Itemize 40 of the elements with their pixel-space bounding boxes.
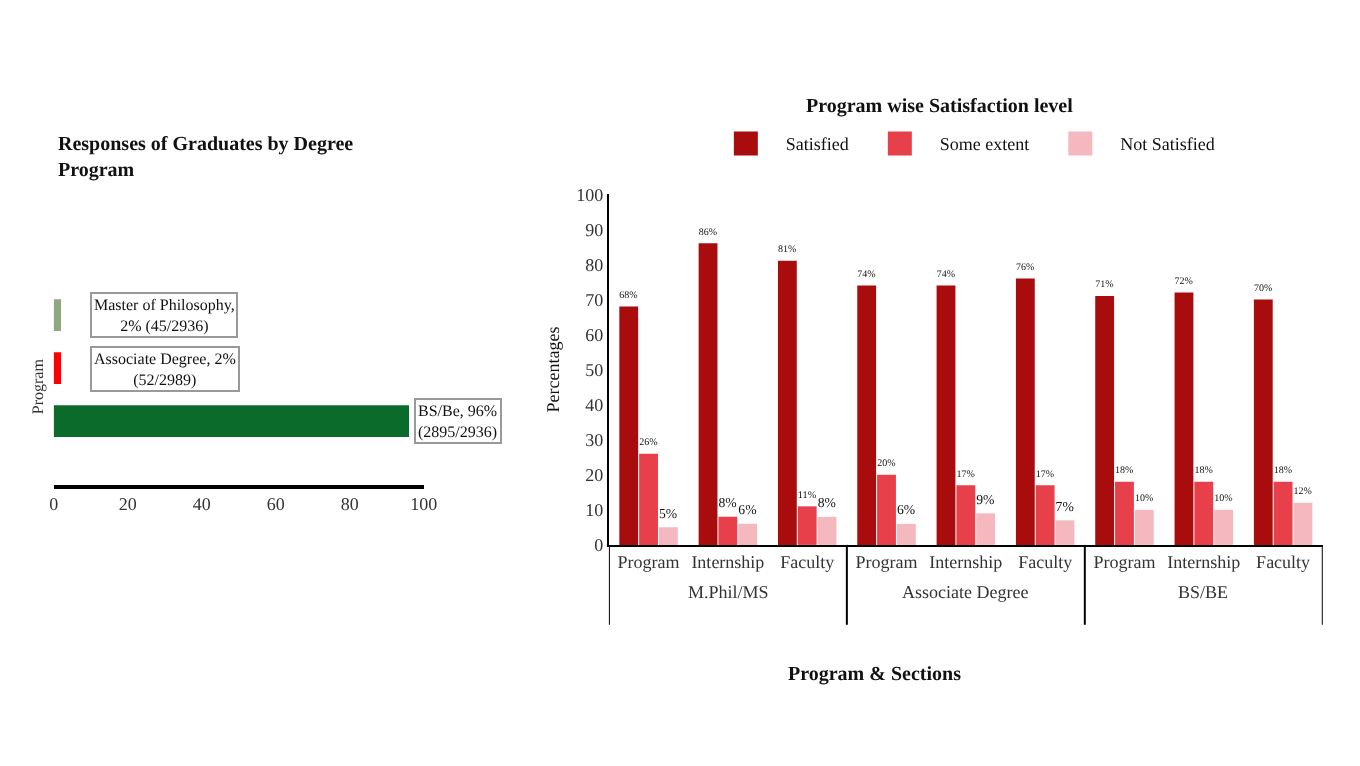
- y-axis-title: Program: [29, 357, 48, 415]
- text: Associate Degree: [902, 582, 1029, 602]
- y-tick-label: 50: [585, 359, 605, 380]
- y-tick-label: 90: [585, 219, 605, 240]
- legend-label: Some extent: [939, 134, 1031, 155]
- data-label: Associate Degree, 2% (52/2989): [94, 350, 237, 389]
- y-tick-label: 80: [585, 254, 605, 275]
- y-tick-label: 40: [585, 394, 605, 415]
- x-tick-label: Faculty: [1018, 552, 1074, 573]
- x-tick-label: Faculty: [780, 552, 836, 573]
- y-tick-label: 10: [585, 500, 605, 521]
- x-tick-label: Internship: [1167, 552, 1242, 573]
- y-tick-label: 100: [576, 184, 605, 205]
- x-tick-label: 100: [410, 494, 439, 515]
- x-tick-label: Internship: [929, 552, 1004, 573]
- y-tick-label: 0: [594, 535, 605, 556]
- data-label: BS/Be, 96% (2895/2936): [418, 402, 498, 441]
- data-label: Master of Philosophy, 2% (45/2936): [94, 296, 235, 335]
- x-tick-label: Internship: [691, 552, 766, 573]
- legend-label: Satisfied: [785, 134, 850, 155]
- x-tick-label: 0: [49, 494, 60, 515]
- legend-label: Not Satisfied: [1120, 134, 1216, 155]
- x-tick-label: 60: [266, 494, 286, 515]
- y-tick-label: 60: [585, 324, 605, 345]
- x-tick-label: Program: [1093, 552, 1156, 573]
- x-tick-label: 40: [192, 494, 212, 515]
- y-tick-label: 70: [585, 289, 605, 310]
- text: BS/BE: [1178, 582, 1230, 602]
- y-axis-title: Percentages: [543, 325, 563, 413]
- x-tick-label: 80: [340, 494, 360, 515]
- chart-title: Responses of Graduates by Degree Program: [58, 134, 355, 182]
- y-tick-label: 20: [585, 465, 605, 486]
- chart-title: Program wise Satisfaction level: [806, 96, 1074, 118]
- x-tick-label: Program: [617, 552, 680, 573]
- x-tick-label: Program: [855, 552, 918, 573]
- text: M.Phil/MS: [688, 582, 769, 602]
- x-axis-title: Program & Sections: [788, 664, 962, 686]
- x-tick-label: 20: [118, 494, 138, 515]
- x-tick-label: Faculty: [1256, 552, 1312, 573]
- y-tick-label: 30: [585, 430, 605, 450]
